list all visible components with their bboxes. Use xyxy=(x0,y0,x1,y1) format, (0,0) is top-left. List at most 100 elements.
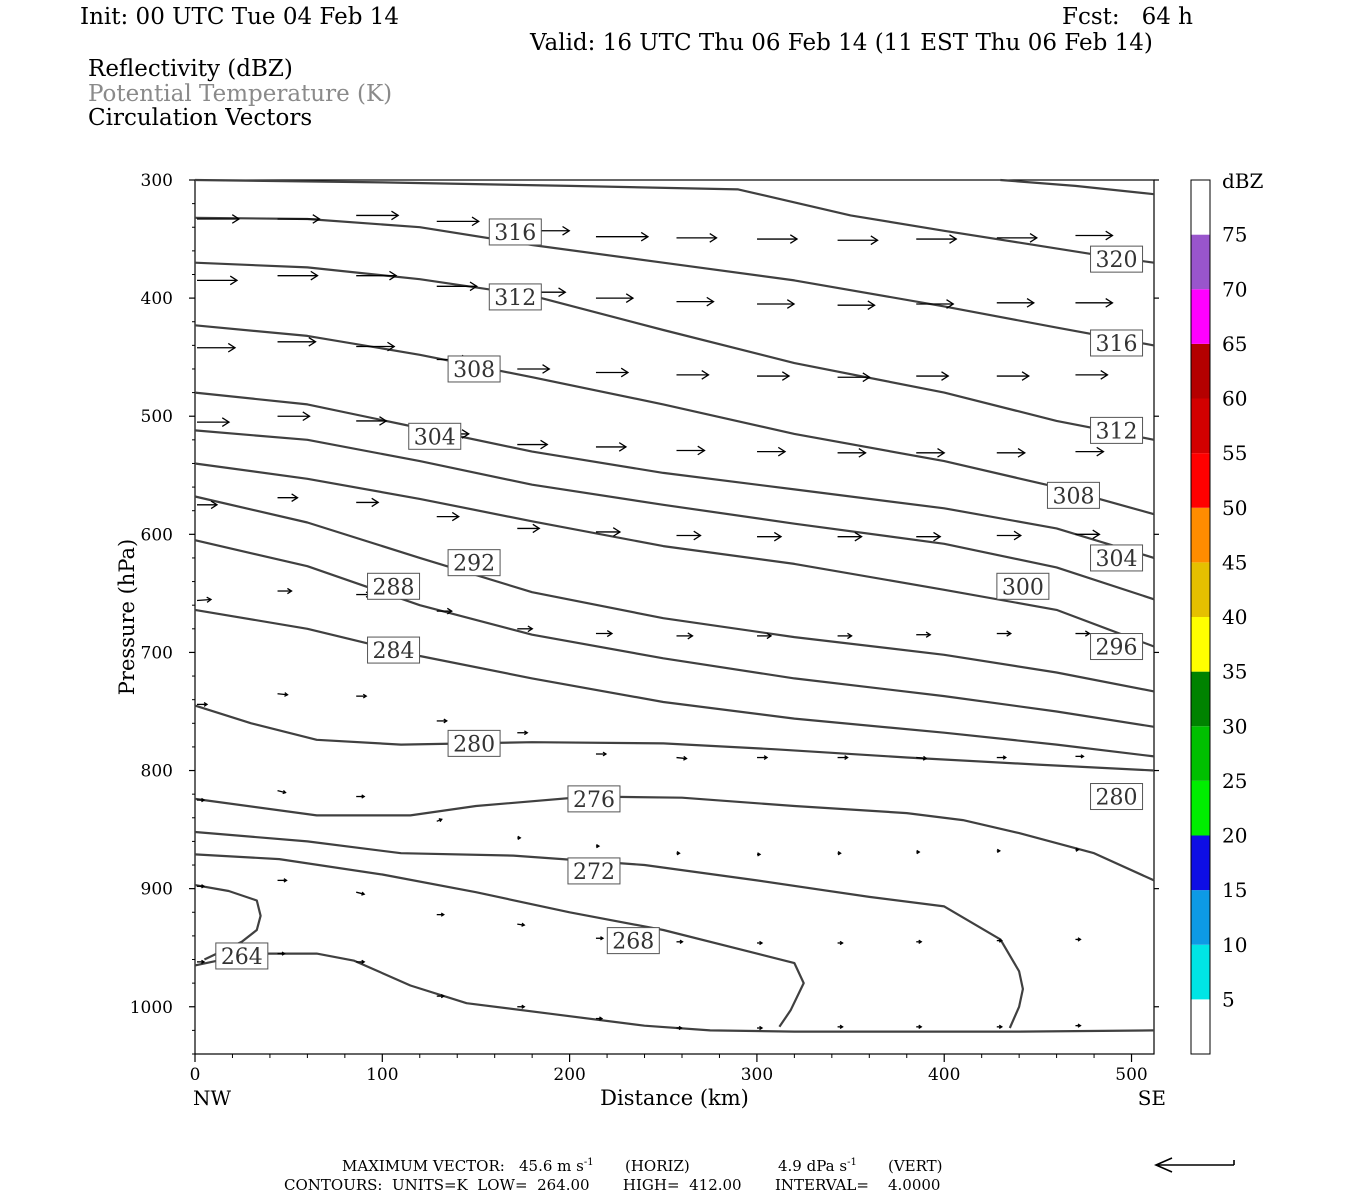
x-axis-title: Distance (km) xyxy=(600,1086,749,1110)
contour-296 xyxy=(194,462,1155,648)
contour-312 xyxy=(194,261,1155,441)
colorbar-segment xyxy=(1191,507,1210,563)
x-tick-label: 200 xyxy=(553,1065,585,1085)
vector-head xyxy=(527,625,534,633)
vector-head xyxy=(1092,529,1101,540)
contour-276 xyxy=(194,795,1155,882)
colorbar-segment xyxy=(1191,180,1210,235)
colorbar-label: 30 xyxy=(1222,714,1247,738)
colorbar-segment xyxy=(1191,562,1210,617)
colorbar-label: 45 xyxy=(1222,550,1247,574)
vector-head xyxy=(1075,847,1080,852)
colorbar-frame xyxy=(1190,179,1211,1055)
vector-layer xyxy=(196,210,1114,1031)
colorbar-label: 65 xyxy=(1222,332,1247,356)
contour-272 xyxy=(194,830,1025,1029)
vector-head xyxy=(847,632,853,640)
vector-head xyxy=(676,851,681,856)
colorbar-segment xyxy=(1191,890,1210,945)
vector-head xyxy=(532,523,541,534)
x-tick-label: 100 xyxy=(366,1065,398,1085)
y-tick-label: 800 xyxy=(141,762,173,782)
colorbar-label: 25 xyxy=(1222,769,1247,793)
vector-head xyxy=(451,511,460,522)
vector-head xyxy=(1084,630,1091,637)
contour-320 xyxy=(194,178,1155,264)
vector-head xyxy=(469,281,478,292)
vector-head xyxy=(858,447,867,458)
vector-head xyxy=(438,818,443,823)
contour-label-box xyxy=(367,636,421,664)
vector-head xyxy=(949,234,958,244)
contour-label-layer: 316 320 312 316 308 304 312 308 292 288 300 304 284 2… xyxy=(215,218,1144,970)
vector-head xyxy=(1029,233,1039,243)
contour-316 xyxy=(194,216,1155,347)
vector-head xyxy=(925,631,932,638)
vector-head xyxy=(231,214,241,224)
vector-head xyxy=(521,922,526,927)
y-tick-label: 900 xyxy=(141,880,173,900)
vector-head xyxy=(201,959,206,965)
vector-head xyxy=(620,367,630,378)
contour-label-box xyxy=(447,729,501,757)
contour-label: 312 xyxy=(494,286,536,311)
vector-head xyxy=(302,411,311,422)
y-tick-label: 1000 xyxy=(130,998,173,1018)
vector-head xyxy=(612,527,622,537)
contour-label: 276 xyxy=(573,788,615,813)
vector-head xyxy=(759,940,764,946)
vector-head xyxy=(773,531,783,542)
forecast-hour: Fcst: 64 h xyxy=(1062,4,1193,30)
contour-label: 316 xyxy=(494,221,536,246)
x-tick-label: 400 xyxy=(928,1065,960,1085)
colorbar-segment xyxy=(1191,999,1210,1054)
vector-head xyxy=(697,445,706,456)
contour-264 xyxy=(194,884,262,961)
contour-label-box xyxy=(447,355,501,383)
vector-head xyxy=(361,959,366,965)
vector-head xyxy=(998,1024,1004,1029)
contour-label-box xyxy=(1090,245,1144,273)
vector-head xyxy=(862,372,871,383)
vector-head xyxy=(600,936,605,941)
vector-head xyxy=(706,296,715,307)
colorbar-label: 20 xyxy=(1222,824,1247,848)
vector-head xyxy=(837,851,842,856)
vector-head xyxy=(562,225,571,236)
contour-label-box xyxy=(1090,783,1144,811)
vector-head xyxy=(387,341,396,352)
vector-head xyxy=(998,938,1004,943)
y-tick-label: 500 xyxy=(141,407,173,427)
vector-head xyxy=(446,607,453,615)
circulation-vector xyxy=(196,598,212,602)
vector-head xyxy=(844,755,849,760)
vector-head xyxy=(210,500,219,510)
contour-284 xyxy=(194,608,1155,758)
init-time: Init: 00 UTC Tue 04 Feb 14 xyxy=(80,4,400,30)
vector-head xyxy=(1021,371,1031,381)
contour-324 xyxy=(1000,178,1155,196)
vector-head xyxy=(701,370,710,380)
contour-label-box xyxy=(447,549,501,577)
vector-head xyxy=(854,531,863,542)
contour-label: 308 xyxy=(1052,484,1094,509)
contour-label: 292 xyxy=(453,552,495,577)
vector-head xyxy=(839,1024,844,1029)
y-tick-label: 300 xyxy=(141,171,173,191)
x-tick-label: 300 xyxy=(741,1065,773,1085)
contour-292 xyxy=(194,495,1155,693)
y-axis-title: Pressure (hPa) xyxy=(115,539,139,695)
vector-head xyxy=(221,417,231,427)
contour-label-box xyxy=(1090,544,1144,572)
contour-label-box xyxy=(215,942,269,970)
contour-label: 308 xyxy=(453,358,495,383)
colorbar-segment xyxy=(1191,726,1210,781)
vector-head xyxy=(361,794,366,799)
vector-head xyxy=(996,848,1002,854)
vector-head xyxy=(517,835,522,841)
vector-head xyxy=(781,371,791,381)
vector-head xyxy=(839,940,844,946)
vector-head xyxy=(757,852,762,857)
x-tick-label: 0 xyxy=(190,1065,201,1085)
